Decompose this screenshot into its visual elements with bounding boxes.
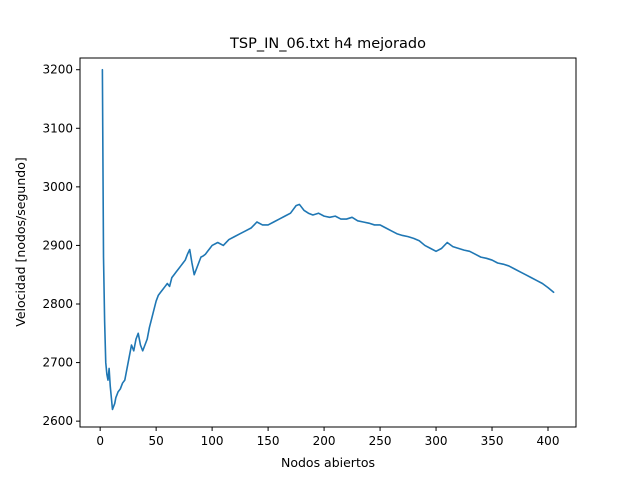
y-tick-label: 3000 — [42, 180, 73, 194]
y-tick-label: 2600 — [42, 414, 73, 428]
x-tick-label: 250 — [369, 434, 392, 448]
x-tick-label: 350 — [481, 434, 504, 448]
x-tick-label: 300 — [425, 434, 448, 448]
x-tick-label: 0 — [96, 434, 104, 448]
x-tick-label: 50 — [148, 434, 163, 448]
chart-title: TSP_IN_06.txt h4 mejorado — [229, 36, 426, 52]
plot-area — [79, 57, 577, 428]
x-tick-label: 400 — [537, 434, 560, 448]
series-layer — [101, 68, 555, 411]
axes-frame — [79, 57, 577, 428]
x-tick-label: 100 — [201, 434, 224, 448]
y-tick-label: 3100 — [42, 121, 73, 135]
x-axis-ticks: 0 50 100 150 200 250 300 350 400 — [96, 427, 559, 448]
x-tick-label: 200 — [313, 434, 336, 448]
x-axis-label: Nodos abiertos — [281, 455, 375, 470]
y-tick-label: 2800 — [42, 297, 73, 311]
y-tick-label: 3200 — [42, 63, 73, 77]
y-axis-ticks: 2600 2700 2800 2900 3000 3100 3200 — [42, 63, 80, 428]
series-line — [101, 68, 555, 411]
y-tick-label: 2900 — [42, 238, 73, 252]
x-tick-label: 150 — [257, 434, 280, 448]
y-axis-label: Velocidad [nodos/segundo] — [13, 157, 28, 326]
y-tick-label: 2700 — [42, 356, 73, 370]
